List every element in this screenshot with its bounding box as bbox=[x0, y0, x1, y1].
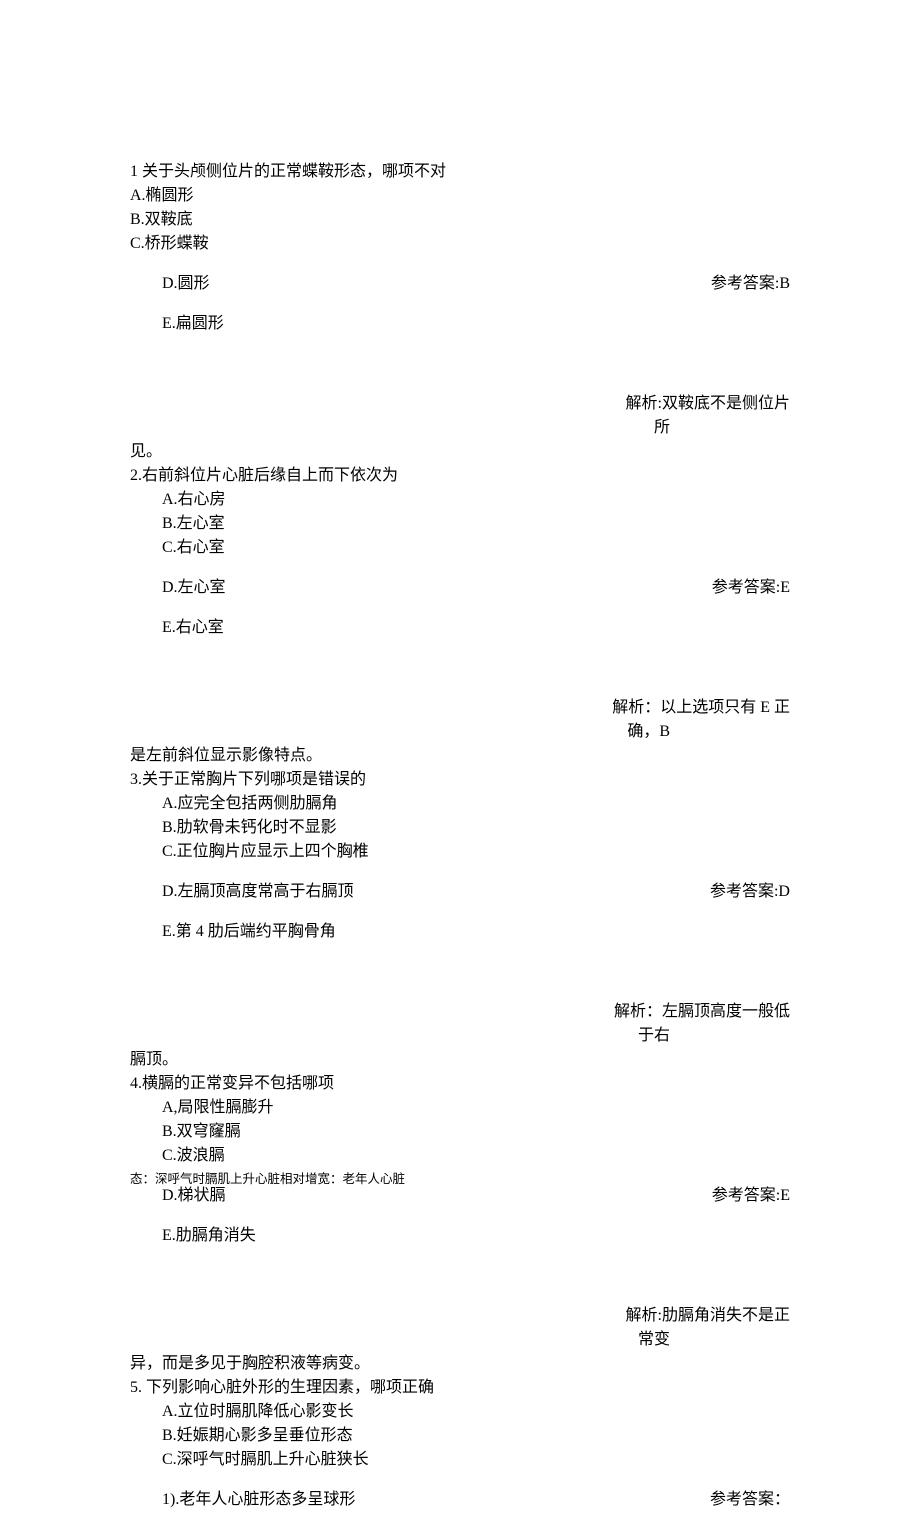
q2-optB: B.左心室 bbox=[130, 512, 790, 536]
q5-optB: B.妊娠期心影多呈垂位形态 bbox=[130, 1424, 790, 1448]
q4-explain-mid: 常变 bbox=[638, 1328, 790, 1352]
q5-optD: 1).老年人心脏形态多呈球形 bbox=[130, 1488, 355, 1512]
q3-optB: B.肋软骨未钙化时不显影 bbox=[130, 816, 790, 840]
q2-explain-mid: 确，B bbox=[627, 720, 790, 744]
q3-optC: C.正位胸片应显示上四个胸椎 bbox=[130, 840, 790, 864]
q4-optE: E.肋膈角消失 bbox=[130, 1224, 790, 1248]
q3-answer: 参考答案:D bbox=[710, 880, 790, 904]
q2-answer: 参考答案:E bbox=[712, 576, 790, 600]
document-body: 1 关于头颅侧位片的正常蝶鞍形态，哪项不对 A.椭圆形 B.双鞍底 C.桥形蝶鞍… bbox=[130, 160, 790, 1528]
q4-explain-line1: 解析:肋膈角消失不是正 bbox=[626, 1304, 790, 1328]
q1-stem: 1 关于头颅侧位片的正常蝶鞍形态，哪项不对 bbox=[130, 160, 790, 184]
q2-optE: E.右心室 bbox=[130, 616, 790, 640]
q4-answer: 参考答案:E bbox=[712, 1184, 790, 1208]
q2-optA: A.右心房 bbox=[130, 488, 790, 512]
q1-optA: A.椭圆形 bbox=[130, 184, 790, 208]
q5-optA: A.立位时膈肌降低心影变长 bbox=[130, 1400, 790, 1424]
q1-optD: D.圆形 bbox=[130, 272, 210, 296]
q5-answer: 参考答案： bbox=[710, 1488, 790, 1512]
q3-explain-tail: 膈顶。 bbox=[130, 1048, 790, 1072]
page-footnote: 态：深呼气时膈肌上升心脏相对增宽：老年人心脏 bbox=[130, 1170, 405, 1189]
q4-optB: B.双穹窿膈 bbox=[130, 1120, 790, 1144]
q3-explain-mid: 于右 bbox=[638, 1024, 790, 1048]
q2-explain-line1: 解析：以上选项只有 E 正 bbox=[612, 696, 790, 720]
q5-optC: C.深呼气时膈肌上升心脏狭长 bbox=[130, 1448, 790, 1472]
q4-explain-tail: 异，而是多见于胸腔积液等病变。 bbox=[130, 1352, 790, 1376]
q2-optD: D.左心室 bbox=[130, 576, 226, 600]
q3-optA: A.应完全包括两侧肋膈角 bbox=[130, 792, 790, 816]
q3-explain-line1: 解析：左膈顶高度一般低 bbox=[614, 1000, 790, 1024]
q2-optC: C.右心室 bbox=[130, 536, 790, 560]
q5-stem: 5. 下列影响心脏外形的生理因素，哪项正确 bbox=[130, 1376, 790, 1400]
q4-stem: 4.横膈的正常变异不包括哪项 bbox=[130, 1072, 790, 1096]
q4-optA: A,局限性膈膨升 bbox=[130, 1096, 790, 1120]
q4-optC: C.波浪膈 bbox=[130, 1144, 790, 1168]
q1-explain-line1: 解析:双鞍底不是侧位片 bbox=[626, 392, 790, 416]
q3-stem: 3.关于正常胸片下列哪项是错误的 bbox=[130, 768, 790, 792]
q1-explain-tail: 见。 bbox=[130, 440, 790, 464]
q1-optE: E.扁圆形 bbox=[130, 312, 790, 336]
q2-explain-tail: 是左前斜位显示影像特点。 bbox=[130, 744, 790, 768]
q3-optD: D.左膈顶高度常高于右膈顶 bbox=[130, 880, 354, 904]
q1-explain-mid: 所 bbox=[654, 416, 790, 440]
q1-answer: 参考答案:B bbox=[711, 272, 790, 296]
q2-stem: 2.右前斜位片心脏后缘自上而下依次为 bbox=[130, 464, 790, 488]
q1-optC: C.桥形蝶鞍 bbox=[130, 232, 790, 256]
q1-optB: B.双鞍底 bbox=[130, 208, 790, 232]
q3-optE: E.第 4 肋后端约平胸骨角 bbox=[130, 920, 790, 944]
